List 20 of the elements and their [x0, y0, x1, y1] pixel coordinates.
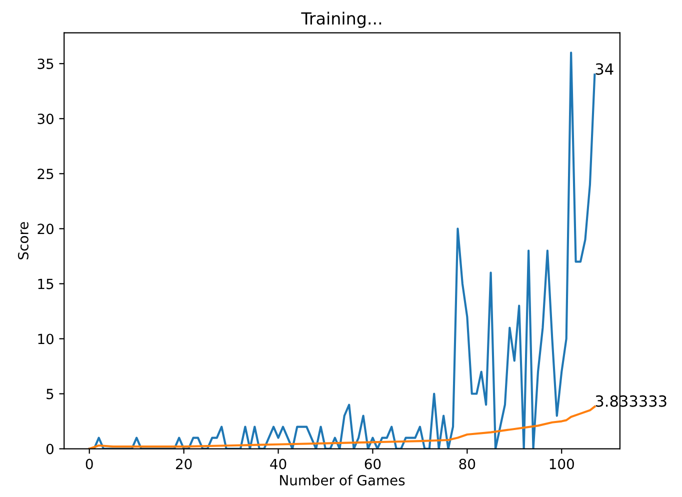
- y-tick-label: 30: [38, 114, 54, 124]
- line-series: [88, 406, 596, 449]
- y-tick-label: 25: [38, 168, 54, 180]
- line-series: [88, 52, 596, 449]
- y-tick-label: 15: [38, 278, 54, 290]
- x-tick-label: 0: [86, 458, 93, 470]
- chart-title: Training...: [301, 12, 382, 28]
- y-tick-label: 0: [46, 444, 54, 454]
- x-tick-label: 20: [176, 458, 192, 470]
- y-tick-label: 10: [38, 334, 54, 344]
- x-axis-title: Number of Games: [280, 474, 405, 486]
- x-tick-label: 40: [270, 458, 286, 470]
- y-tick-label: 5: [46, 388, 54, 400]
- x-tick-label: 80: [459, 458, 476, 470]
- y-axis-title: Score: [18, 222, 28, 260]
- x-tick-label: 100: [550, 458, 574, 470]
- y-tick-label: 35: [38, 58, 54, 70]
- y-tick-label: 20: [38, 224, 54, 234]
- x-tick-label: 60: [364, 458, 381, 470]
- annotation: 34: [596, 63, 614, 75]
